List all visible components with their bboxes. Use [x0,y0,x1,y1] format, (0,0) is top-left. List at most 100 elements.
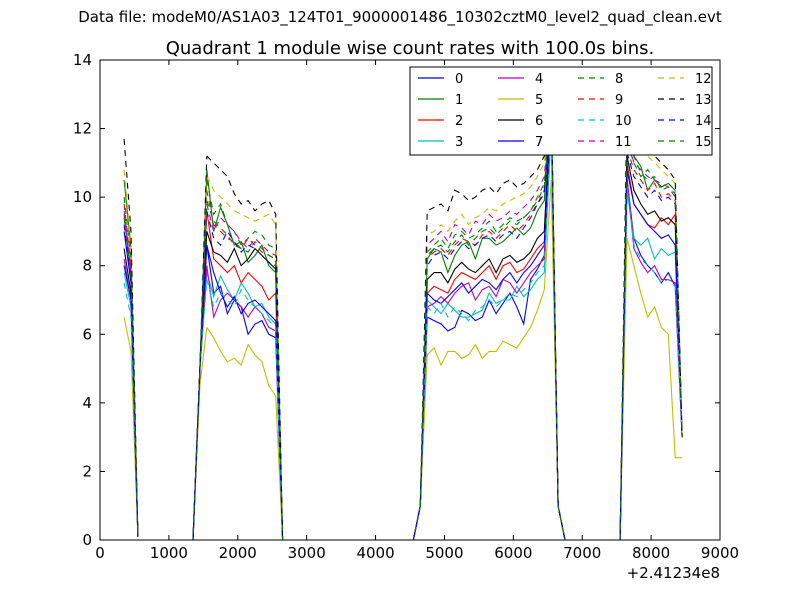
series-8-segment [419,101,566,541]
legend-label-14: 14 [695,114,712,129]
series-8-line [123,101,683,541]
series-9-segment [144,190,208,541]
series-8-segment [144,179,208,541]
series-7-segment [419,107,566,541]
series-9-segment [206,190,290,541]
legend-label-9: 9 [615,93,623,108]
series-0-segment [419,111,566,541]
series-11-segment [626,135,683,438]
series-9-segment [289,505,421,541]
legend-label-11: 11 [615,135,632,150]
series-15-segment [144,200,208,541]
series-2-segment [206,210,290,541]
y-tick-label: 0 [82,531,92,549]
series-2-segment [144,210,208,541]
series-2-segment [626,162,683,438]
series-1-segment [144,169,208,541]
series-12-segment [565,94,628,541]
legend-label-3: 3 [455,135,463,150]
series-2-segment [565,162,628,541]
series-4-segment [419,107,566,541]
series-10-segment [206,279,290,541]
series-3-segment [626,190,683,438]
x-tick-label: 6000 [494,544,532,562]
legend-label-10: 10 [615,114,632,129]
series-1-segment [419,94,566,541]
series-4-line [123,107,683,541]
series-3-segment [144,272,208,541]
plot-frame [99,59,721,541]
x-tick-label: 1000 [150,544,188,562]
chart-title: Quadrant 1 module wise count rates with … [166,38,655,59]
axes-group: 0 1000 2000 3000 4000 5000 6000 7000 8000 9000 0 2 4… [73,51,739,562]
x-tick-label: 9000 [701,544,739,562]
series-11-line [123,97,683,541]
series-1-segment [289,505,421,541]
x-tick-label: 7000 [563,544,601,562]
series-9-segment [419,107,566,541]
series-12-line [123,90,683,541]
legend-label-4: 4 [535,72,543,87]
series-14-segment [419,104,566,541]
series-13-segment [626,93,683,438]
series-4-segment [565,176,628,541]
series-11-segment [419,97,566,541]
legend-label-7: 7 [535,135,543,150]
series-15-segment [123,217,139,537]
series-13-line [123,93,683,541]
series-7-line [123,107,683,541]
series-13-segment [565,101,628,541]
series-0-segment [289,505,421,541]
x-tick-label: 0 [95,544,105,562]
series-1-line [123,94,683,541]
series-2-line [123,101,683,541]
y-tick-label: 4 [82,394,92,412]
series-4-segment [144,265,208,541]
legend-label-2: 2 [455,114,463,129]
series-12-segment [144,176,208,541]
series-6-segment [565,155,628,541]
x-tick-label: 3000 [288,544,326,562]
series-6-line [123,94,683,541]
series-12-segment [206,176,290,541]
series-15-segment [626,145,683,438]
y-tick-label: 6 [82,325,92,343]
plot-series-group [123,90,683,541]
series-7-segment [626,169,683,438]
legend-label-15: 15 [695,135,712,150]
x-tick-label: 4000 [356,544,394,562]
x-tick-label: 2000 [219,544,257,562]
series-9-line [123,107,683,541]
series-5-segment [419,179,566,541]
series-3-segment [419,128,566,541]
x-offset-label: +2.41234e8 [627,564,720,582]
series-8-segment [289,505,421,541]
legend-label-12: 12 [695,72,712,87]
series-13-segment [206,155,290,541]
series-15-segment [206,200,290,541]
legend-label-0: 0 [455,72,463,87]
series-8-segment [206,179,290,541]
series-7-segment [565,169,628,541]
series-2-segment [289,505,421,541]
series-11-segment [565,135,628,541]
y-tick-label: 12 [73,120,92,138]
series-14-segment [565,152,628,541]
series-6-segment [289,505,421,541]
series-10-segment [289,505,421,541]
series-6-segment [626,155,683,438]
series-10-segment [123,282,139,537]
series-0-segment [144,245,208,541]
series-14-segment [123,224,139,537]
series-5-segment [289,505,421,541]
series-14-segment [289,505,421,541]
series-4-segment [626,176,683,438]
legend-label-8: 8 [615,72,623,87]
legend-box [409,66,713,156]
legend-label-6: 6 [535,114,543,129]
series-13-segment [289,505,421,541]
series-14-segment [626,152,683,438]
series-8-segment [565,142,628,541]
data-file-title: Data file: modeM0/AS1A03_124T01_90000014… [78,8,722,26]
